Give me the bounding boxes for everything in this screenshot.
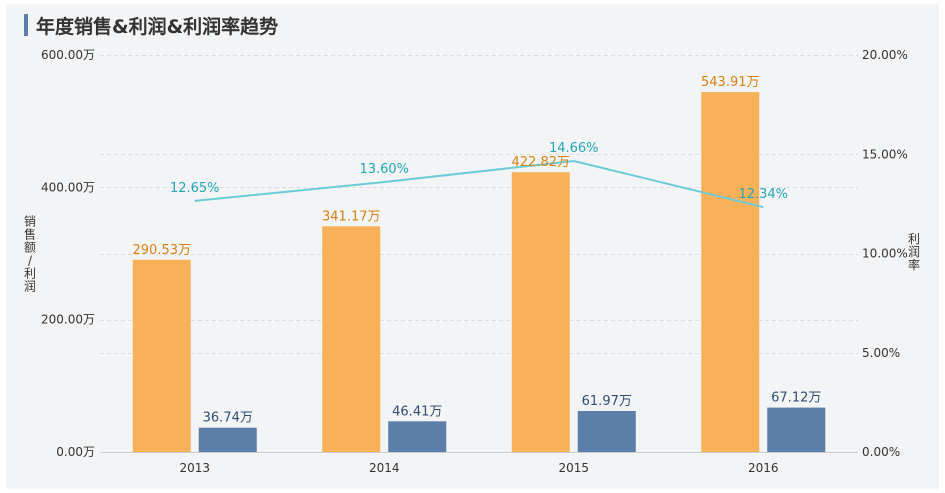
y-right-tick-label: 0.00% <box>862 445 900 459</box>
profit-data-label: 46.41万 <box>392 404 442 419</box>
sales-data-label: 543.91万 <box>701 75 760 90</box>
profit-bar <box>388 421 447 452</box>
profit-bar <box>198 427 257 452</box>
x-tick-label: 2015 <box>558 461 589 475</box>
sales-data-label: 341.17万 <box>322 209 381 224</box>
x-tick-label: 2013 <box>179 461 210 475</box>
profit-data-label: 67.12万 <box>771 391 821 406</box>
sales-bar <box>701 92 760 452</box>
profit-data-label: 61.97万 <box>582 394 632 409</box>
title-accent-bar <box>24 14 28 36</box>
bar-series <box>132 92 826 452</box>
x-tick-label: 2016 <box>748 461 779 475</box>
data-labels: 290.53万 36.74万 341.17万 46.41万 422.82万 61.97万 5… <box>133 75 822 426</box>
rate-data-label: 13.60% <box>359 162 409 177</box>
chart-title: 年度销售&利润&利润率趋势 <box>36 16 279 38</box>
y-left-tick-label: 0.00万 <box>56 445 95 459</box>
rate-line-series <box>194 159 764 209</box>
sales-bar <box>322 226 381 452</box>
y-right-axis-title: 利润率 <box>908 232 920 272</box>
rate-data-label: 12.65% <box>170 181 220 196</box>
y-right-tick-label: 15.00% <box>862 147 908 161</box>
profit-bar <box>577 410 636 452</box>
y-left-axis-title: 销售额/利润 <box>24 215 36 294</box>
rate-data-label: 14.66% <box>549 141 599 156</box>
axis-titles: 销售额/利润 利润率 <box>24 215 920 294</box>
profit-data-label: 36.74万 <box>203 411 253 426</box>
x-tick-label: 2014 <box>369 461 400 475</box>
y-right-tick-label: 5.00% <box>862 346 900 360</box>
sales-data-label: 290.53万 <box>133 243 192 258</box>
y-left-tick-label: 600.00万 <box>41 48 95 62</box>
sales-bar <box>511 172 570 452</box>
y-right-tick-label: 20.00% <box>862 48 908 62</box>
sales-data-label: 422.82万 <box>512 155 571 170</box>
rate-data-label: 12.34% <box>738 187 788 202</box>
profit-bar <box>767 407 826 452</box>
y-right-tick-label: 10.00% <box>862 247 908 261</box>
y-left-tick-label: 400.00万 <box>41 180 95 194</box>
y-left-tick-label: 200.00万 <box>41 313 95 327</box>
rate-line <box>194 159 764 209</box>
sales-bar <box>132 259 191 452</box>
axis-ticks: 0.00万 200.00万 400.00万 600.00万 0.00% 5.00% 10.0… <box>41 48 908 475</box>
